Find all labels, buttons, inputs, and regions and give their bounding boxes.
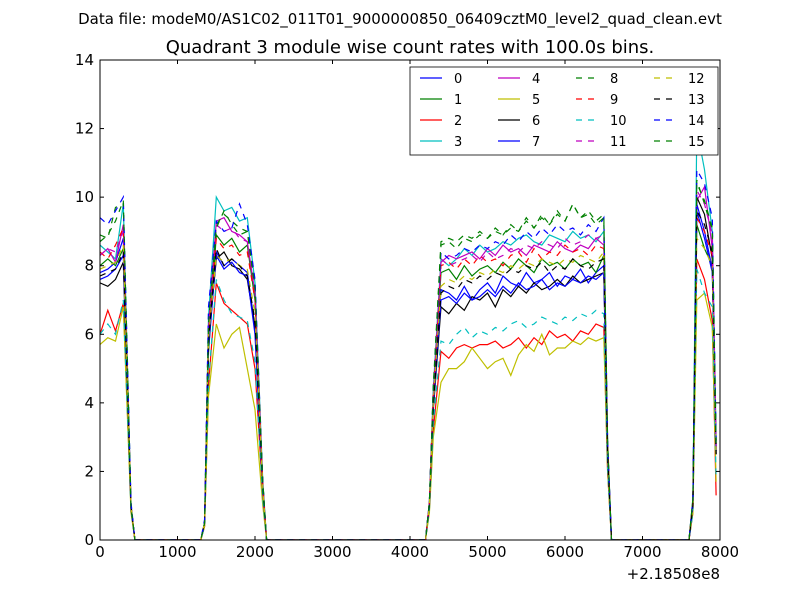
y-tick-label: 8 [84,257,94,275]
legend-label-8: 8 [610,72,618,87]
series-line-10 [100,268,717,540]
series-lines [100,128,717,540]
series-line-5 [100,291,717,540]
legend-label-0: 0 [454,72,462,87]
x-tick-label: 0 [95,543,105,561]
legend-label-3: 3 [454,135,462,150]
y-tick-label: 12 [75,120,94,138]
x-offset-label: +2.18508e8 [627,565,720,583]
series-line-6 [100,196,717,540]
x-tick-label: 7000 [623,543,661,561]
legend-label-11: 11 [610,135,627,150]
legend-label-7: 7 [532,135,540,150]
series-line-13 [100,208,717,540]
x-tick-label: 2000 [236,543,274,561]
x-tick-label: 1000 [158,543,196,561]
series-line-15 [100,183,717,540]
y-tick-label: 6 [84,325,94,343]
y-tick-label: 0 [84,531,94,549]
legend-label-6: 6 [532,114,540,129]
series-line-1 [100,224,717,540]
y-tick-label: 2 [84,462,94,480]
chart-title: Quadrant 3 module wise count rates with … [166,37,655,58]
series-line-8 [100,179,717,540]
y-tick-label: 4 [84,394,94,412]
x-tick-label: 4000 [391,543,429,561]
legend-label-13: 13 [688,93,705,108]
series-line-0 [100,210,717,540]
legend-label-9: 9 [610,93,618,108]
legend-label-1: 1 [454,93,462,108]
series-line-14 [100,167,717,540]
legend-label-5: 5 [532,93,540,108]
series-line-11 [100,188,717,540]
series-line-9 [100,215,717,540]
series-line-7 [100,203,717,540]
series-line-2 [100,258,717,540]
x-tick-label: 3000 [313,543,351,561]
series-line-12 [100,236,717,540]
data-file-header: Data file: modeM0/AS1C02_011T01_90000008… [78,10,722,29]
y-tick-label: 10 [75,188,94,206]
legend-label-4: 4 [532,72,540,87]
legend-label-15: 15 [688,135,705,150]
legend-box [409,66,719,156]
legend-label-12: 12 [688,72,705,87]
x-tick-label: 6000 [546,543,584,561]
legend-label-2: 2 [454,114,462,129]
legend-label-10: 10 [610,114,627,129]
series-line-3 [100,128,717,540]
x-tick-label: 8000 [701,543,739,561]
legend-label-14: 14 [688,114,705,129]
x-tick-label: 5000 [468,543,506,561]
y-tick-label: 14 [75,51,94,69]
series-line-4 [100,185,717,540]
axis-ticks: 0 1000 2000 3000 4000 5000 6000 7000 80000246810… [75,51,739,561]
